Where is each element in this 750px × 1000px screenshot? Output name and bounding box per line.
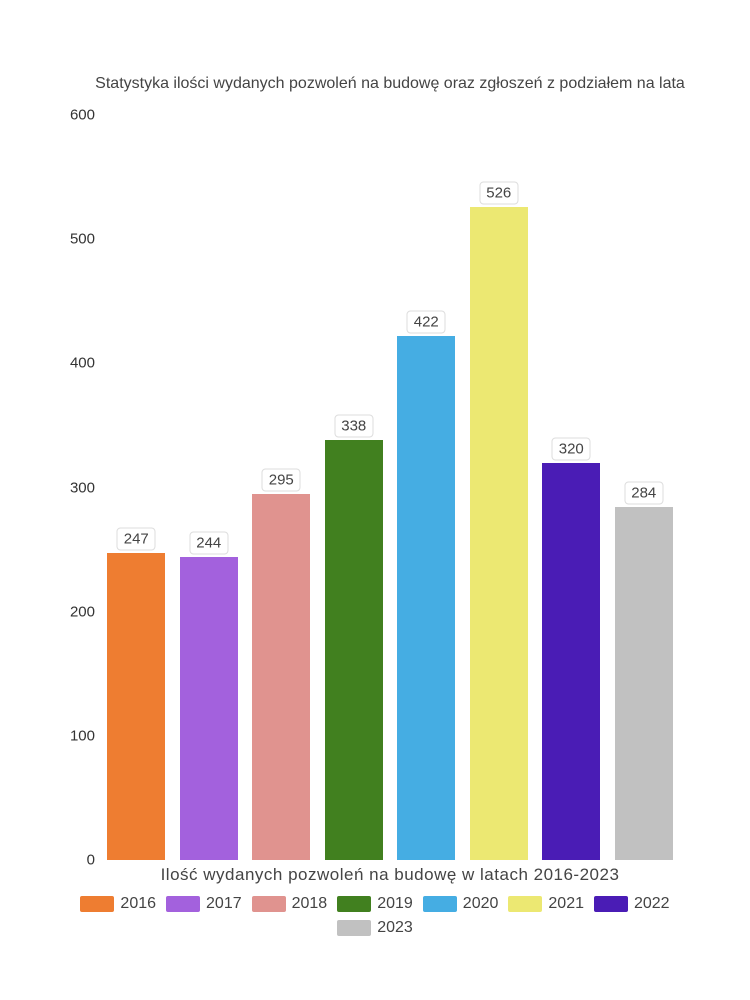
bars-container: 247244295338422526320284: [100, 115, 680, 860]
legend-item-2021: 2021: [508, 895, 584, 913]
legend-label: 2021: [548, 895, 584, 913]
legend-swatch: [337, 896, 371, 912]
legend-swatch: [337, 920, 371, 936]
legend-item-2019: 2019: [337, 895, 413, 913]
bar-2023: 284: [615, 507, 673, 860]
bar-2022: 320: [542, 463, 600, 860]
legend-label: 2016: [120, 895, 156, 913]
bar-2021: 526: [470, 207, 528, 860]
bar-2017: 244: [180, 557, 238, 860]
legend-label: 2020: [463, 895, 499, 913]
chart-title: Statystyka ilości wydanych pozwoleń na b…: [60, 75, 720, 93]
legend-swatch: [252, 896, 286, 912]
legend-swatch: [423, 896, 457, 912]
bar-2016: 247: [107, 553, 165, 860]
y-tick-label: 100: [55, 727, 95, 744]
legend-item-2022: 2022: [594, 895, 670, 913]
legend-swatch: [80, 896, 114, 912]
legend-item-2018: 2018: [252, 895, 328, 913]
bar-value-label: 295: [262, 468, 301, 491]
legend-label: 2019: [377, 895, 413, 913]
y-tick-label: 200: [55, 603, 95, 620]
y-tick-label: 500: [55, 231, 95, 248]
bar-value-label: 244: [189, 532, 228, 555]
y-tick-label: 600: [55, 107, 95, 124]
legend-label: 2018: [292, 895, 328, 913]
bar-value-label: 320: [552, 437, 591, 460]
bar-value-label: 284: [624, 482, 663, 505]
bar-2019: 338: [325, 440, 383, 860]
chart-plot-area: 247244295338422526320284: [100, 115, 680, 860]
y-tick-label: 400: [55, 355, 95, 372]
y-tick-label: 0: [55, 852, 95, 869]
legend-item-2020: 2020: [423, 895, 499, 913]
legend-swatch: [594, 896, 628, 912]
legend-item-2017: 2017: [166, 895, 242, 913]
y-axis: 0100200300400500600: [55, 115, 95, 860]
bar-value-label: 526: [479, 181, 518, 204]
legend-label: 2023: [377, 919, 413, 937]
legend: 2016 2017 2018 2019 2020 2021 2022 2023: [60, 895, 690, 937]
legend-swatch: [508, 896, 542, 912]
bar-value-label: 247: [117, 528, 156, 551]
bar-value-label: 422: [407, 311, 446, 334]
legend-swatch: [166, 896, 200, 912]
legend-label: 2022: [634, 895, 670, 913]
x-axis-title: Ilość wydanych pozwoleń na budowę w lata…: [100, 865, 680, 885]
bar-2018: 295: [252, 494, 310, 860]
legend-item-2016: 2016: [80, 895, 156, 913]
bar-2020: 422: [397, 336, 455, 860]
bar-value-label: 338: [334, 415, 373, 438]
legend-item-2023: 2023: [337, 919, 413, 937]
legend-label: 2017: [206, 895, 242, 913]
y-tick-label: 300: [55, 479, 95, 496]
